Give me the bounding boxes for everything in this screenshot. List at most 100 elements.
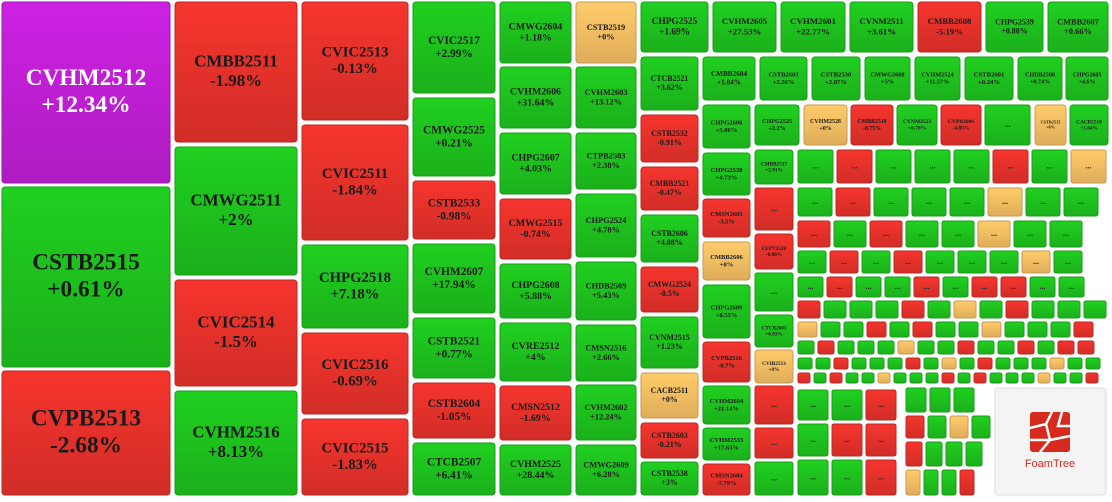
tile-value-label: +2%	[218, 210, 253, 229]
tile: CVNM2515+1.23%	[640, 316, 699, 369]
collapsed-tile: ...	[1013, 220, 1047, 248]
tile: CVIC2515-1.83%	[301, 418, 409, 496]
tile-box	[754, 104, 800, 146]
tile-label: CSTB2530	[821, 71, 852, 78]
collapsed-label: ...	[847, 229, 853, 238]
tile-box	[499, 66, 572, 129]
tile-value-label: +12.34%	[41, 92, 130, 118]
collapsed-label: ...	[1040, 282, 1046, 291]
tile-label: CVHM2606	[510, 86, 561, 97]
collapsed-label: ...	[969, 257, 975, 266]
tile-box	[917, 1, 982, 53]
collapsed-tile: ...	[949, 187, 985, 217]
collapsed-label: ...	[1002, 197, 1008, 206]
tile-value-label: +28.44%	[517, 470, 555, 481]
tile-box	[754, 349, 794, 384]
collapsed-box	[977, 220, 1011, 248]
collapsed-box	[887, 357, 903, 370]
collapsed-box	[831, 389, 863, 421]
tile-label: CVHM2601	[790, 16, 836, 26]
tile-label: CVPB2516	[711, 355, 743, 362]
tile-value-label: +3%	[661, 478, 677, 487]
tile: CMBB2511-1.98%	[174, 1, 298, 143]
collapsed-box	[1013, 220, 1047, 248]
collapsed-box	[797, 459, 829, 496]
collapsed-tile: ...	[893, 250, 923, 274]
collapsed-box	[797, 300, 821, 319]
tile-value-label: +2.91%	[765, 167, 782, 173]
tile-box	[575, 444, 637, 496]
collapsed-box	[897, 340, 915, 355]
collapsed-tile	[797, 357, 813, 370]
tile-value-label: +6.28%	[592, 470, 620, 479]
collapsed-box	[965, 441, 983, 467]
collapsed-box	[861, 250, 891, 274]
tile: CTCB2603+6.83%	[754, 314, 794, 348]
collapsed-box	[995, 357, 1011, 370]
collapsed-tile	[953, 300, 977, 319]
collapsed-tile	[1050, 321, 1071, 338]
collapsed-box	[989, 250, 1019, 274]
tile-box	[1047, 1, 1109, 53]
tile-box	[640, 461, 699, 496]
collapsed-tile	[949, 415, 969, 439]
collapsed-box	[905, 469, 921, 496]
tile-value-label: +4.6%	[1079, 79, 1096, 85]
collapsed-tile: ...	[1029, 276, 1056, 298]
collapsed-label: ...	[905, 257, 911, 266]
tile-box	[1034, 104, 1067, 146]
tile-value-label: +6.41%	[435, 469, 473, 481]
collapsed-label: ...	[955, 229, 961, 238]
tile: CSTB2603+2.26%	[759, 56, 808, 101]
tile-label: CVRE2512	[512, 341, 560, 352]
collapsed-box	[884, 276, 911, 298]
collapsed-tile: ...	[836, 149, 873, 184]
collapsed-box	[865, 423, 897, 457]
tile-value-label: +1.23%	[656, 342, 682, 351]
tile: CVHM2606+31.64%	[499, 66, 572, 129]
tile-box	[412, 180, 496, 240]
collapsed-tile: ...	[1053, 250, 1083, 274]
tile-label: CMWG2525	[423, 124, 485, 136]
collapsed-box	[1021, 372, 1035, 384]
tile-value-label: -5.19%	[936, 26, 963, 36]
collapsed-box	[873, 187, 909, 217]
tile-value-label: +31.64%	[517, 98, 555, 109]
collapsed-tile	[893, 372, 907, 384]
tile-box	[575, 324, 637, 382]
tile-box	[301, 332, 409, 415]
tile-box	[499, 444, 572, 496]
tile: CMSN2605-3.5%	[702, 198, 751, 238]
collapsed-box	[1053, 372, 1067, 384]
tile: CVPB2516-0.7%	[702, 341, 751, 383]
collapsed-box	[1073, 321, 1094, 338]
collapsed-label: ...	[1005, 120, 1011, 129]
tile-value-label: -1.98%	[210, 71, 262, 90]
collapsed-tile	[866, 321, 887, 338]
tile-value-label: -1.69%	[520, 413, 550, 424]
collapsed-tile	[1077, 340, 1095, 355]
collapsed-tile	[887, 357, 903, 370]
tile-label: CVPB2513	[31, 406, 141, 432]
collapsed-box	[835, 187, 871, 217]
collapsed-box	[927, 300, 951, 319]
collapsed-tile	[979, 300, 1003, 319]
collapsed-label: ...	[878, 400, 884, 409]
tile-box	[1, 1, 171, 184]
collapsed-tile	[1083, 300, 1107, 319]
tile-label: CMBB2511	[194, 52, 278, 71]
collapsed-tile	[981, 321, 1002, 338]
collapsed-tile: ...	[754, 385, 794, 425]
collapsed-tile: ...	[884, 276, 911, 298]
tile-value-label: +0%	[661, 395, 677, 404]
collapsed-tile	[877, 372, 891, 384]
tile: CMWG2511+2%	[174, 146, 298, 276]
collapsed-box	[925, 372, 939, 384]
tile: CVHM2524+11.57%	[914, 56, 961, 101]
collapsed-box	[813, 372, 827, 384]
tile-label: CVPB2606	[948, 119, 974, 125]
collapsed-box	[877, 340, 895, 355]
collapsed-box	[977, 357, 993, 370]
collapsed-label: ...	[878, 472, 884, 481]
